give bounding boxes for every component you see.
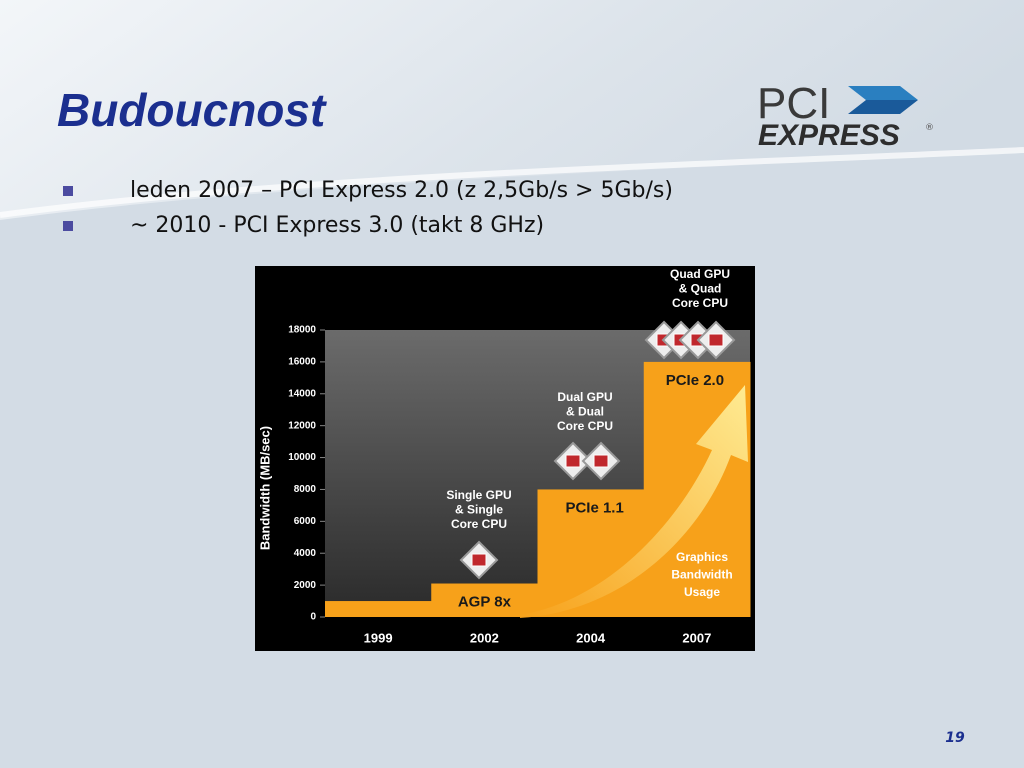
- annotation: Core CPU: [672, 296, 728, 310]
- y-tick-label: 12000: [288, 420, 316, 431]
- logo-registered: ®: [925, 123, 934, 133]
- y-tick-label: 14000: [288, 388, 316, 399]
- y-tick-label: 10000: [288, 452, 316, 463]
- chart: Bandwidth (MB/sec) 0 2000 4000 6000 8000 1000…: [255, 266, 755, 651]
- annotation: Graphics: [676, 550, 728, 564]
- annotation: Bandwidth: [671, 568, 732, 582]
- logo-bottom: EXPRESS: [758, 119, 900, 152]
- chip-icon-core: [593, 454, 609, 468]
- bullet-marker: [63, 221, 73, 231]
- bar-label: PCIe 2.0: [666, 372, 724, 389]
- y-tick-label: 0: [310, 612, 316, 623]
- bar-label: AGP 8x: [458, 593, 512, 610]
- x-tick-label: 1999: [364, 630, 393, 645]
- logo-chevron: [848, 86, 918, 100]
- annotation: Core CPU: [557, 419, 613, 433]
- annotation: Dual GPU: [557, 390, 612, 404]
- background-highlight: [0, 0, 1024, 220]
- y-axis-label: Bandwidth (MB/sec): [257, 426, 272, 550]
- chip-icon-core: [708, 333, 724, 347]
- slide-title: Budoucnost: [57, 84, 327, 136]
- annotation: Core CPU: [451, 517, 507, 531]
- chip-icon-core: [471, 553, 487, 567]
- annotation: & Dual: [566, 405, 604, 419]
- annotation: Usage: [684, 585, 720, 599]
- logo-top: PCI: [757, 79, 830, 128]
- logo-chevron: [848, 100, 918, 114]
- y-tick-label: 6000: [294, 516, 317, 527]
- y-tick-label: 4000: [294, 548, 317, 559]
- bullet-marker: [63, 186, 73, 196]
- annotation: & Quad: [679, 282, 722, 296]
- x-tick-label: 2007: [682, 630, 711, 645]
- y-tick-label: 18000: [288, 325, 316, 336]
- bar: [325, 601, 432, 617]
- x-tick-label: 2002: [470, 630, 499, 645]
- growth-arrow: [520, 385, 748, 618]
- annotation: Quad GPU: [670, 267, 730, 281]
- y-tick-label: 16000: [288, 357, 316, 368]
- bullet-text: ~ 2010 - PCI Express 3.0 (takt 8 GHz): [130, 213, 544, 238]
- y-tick-label: 2000: [294, 580, 317, 591]
- chip-icon-core: [565, 454, 581, 468]
- bar: [431, 583, 538, 617]
- pci-express-logo: PCI EXPRESS ®: [757, 79, 934, 152]
- annotation: Single GPU: [446, 488, 511, 502]
- x-tick-label: 2004: [576, 630, 606, 645]
- bullet-text: leden 2007 – PCI Express 2.0 (z 2,5Gb/s …: [130, 178, 673, 203]
- bar-label: PCIe 1.1: [565, 499, 623, 516]
- background-curve: [0, 147, 1024, 218]
- page-number: 19: [945, 730, 965, 746]
- y-tick-label: 8000: [294, 484, 317, 495]
- annotation: & Single: [455, 503, 503, 517]
